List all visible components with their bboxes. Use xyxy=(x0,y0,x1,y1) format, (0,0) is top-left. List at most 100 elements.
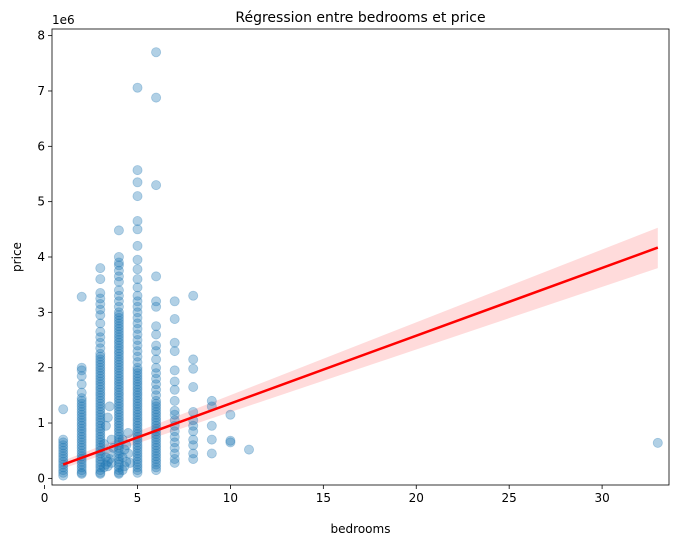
scatter-point xyxy=(113,406,124,417)
scatter-point xyxy=(132,351,143,362)
scatter-point xyxy=(95,390,106,401)
scatter-point xyxy=(151,384,162,395)
scatter-point xyxy=(113,426,124,437)
scatter-point xyxy=(76,440,87,451)
scatter-point xyxy=(151,321,162,332)
scatter-point xyxy=(113,445,124,456)
scatter-point xyxy=(151,431,162,442)
scatter-point xyxy=(132,296,143,307)
scatter-point xyxy=(132,165,143,176)
scatter-point xyxy=(95,459,106,470)
scatter-point xyxy=(169,395,180,406)
scatter-point xyxy=(95,420,106,431)
scatter-point xyxy=(95,412,106,423)
scatter-point xyxy=(169,448,180,459)
scatter-point xyxy=(151,329,162,340)
scatter-point xyxy=(113,354,124,365)
scatter-point xyxy=(188,453,199,464)
scatter-point xyxy=(132,323,143,334)
scatter-point xyxy=(113,395,124,406)
scatter-point xyxy=(106,434,117,445)
scatter-point xyxy=(113,337,124,348)
scatter-point xyxy=(151,415,162,426)
scatter-point xyxy=(95,274,106,285)
scatter-point xyxy=(76,412,87,423)
scatter-point xyxy=(113,387,124,398)
scatter-point xyxy=(113,318,124,329)
scatter-point xyxy=(151,373,162,384)
scatter-point xyxy=(117,452,128,463)
y-tick-label: 5 xyxy=(37,195,45,209)
scatter-point xyxy=(169,337,180,348)
scatter-point xyxy=(132,387,143,398)
scatter-point xyxy=(113,351,124,362)
scatter-point xyxy=(132,365,143,376)
scatter-point xyxy=(206,395,217,406)
scatter-point xyxy=(132,254,143,265)
confidence-band xyxy=(63,227,658,469)
scatter-point xyxy=(151,453,162,464)
scatter-point xyxy=(188,354,199,365)
scatter-point xyxy=(652,437,663,448)
scatter-point xyxy=(113,225,124,236)
y-tick-label: 4 xyxy=(37,250,45,264)
scatter-point xyxy=(169,313,180,324)
scatter-point xyxy=(206,434,217,445)
scatter-point xyxy=(95,304,106,315)
scatter-point xyxy=(132,395,143,406)
scatter-point xyxy=(113,321,124,332)
regression-line-layer xyxy=(62,246,659,466)
scatter-point xyxy=(151,379,162,390)
scatter-point xyxy=(113,301,124,312)
scatter-point xyxy=(95,467,106,478)
scatter-point xyxy=(113,373,124,384)
scatter-point xyxy=(76,395,87,406)
scatter-point xyxy=(102,456,113,467)
scatter-point xyxy=(169,431,180,442)
scatter-point xyxy=(151,395,162,406)
scatter-point xyxy=(132,390,143,401)
scatter-point xyxy=(151,354,162,365)
x-tick-label: 5 xyxy=(134,491,142,505)
scatter-point xyxy=(95,387,106,398)
x-tick-label: 20 xyxy=(409,491,424,505)
scatter-point xyxy=(169,405,180,416)
scatter-point xyxy=(106,457,117,468)
scatter-point xyxy=(113,326,124,337)
x-tick-label: 10 xyxy=(223,491,238,505)
scatter-point xyxy=(95,318,106,329)
y-tick-label: 7 xyxy=(37,84,45,98)
scatter-point xyxy=(151,368,162,379)
scatter-point xyxy=(113,451,124,462)
scatter-points-layer xyxy=(58,47,663,481)
scatter-point xyxy=(225,437,236,448)
scatter-point xyxy=(113,379,124,390)
scatter-point xyxy=(188,290,199,301)
scatter-point xyxy=(95,429,106,440)
scatter-point xyxy=(132,445,143,456)
scatter-point xyxy=(95,368,106,379)
scatter-point xyxy=(113,409,124,420)
scatter-point xyxy=(76,365,87,376)
scatter-point xyxy=(206,448,217,459)
scatter-point xyxy=(169,384,180,395)
scatter-point xyxy=(119,461,130,472)
scatter-point xyxy=(132,456,143,467)
scatter-point xyxy=(95,426,106,437)
scatter-point xyxy=(95,398,106,409)
scatter-point xyxy=(76,426,87,437)
scatter-point xyxy=(95,370,106,381)
scatter-point xyxy=(132,426,143,437)
scatter-point xyxy=(169,376,180,387)
scatter-point xyxy=(151,445,162,456)
scatter-point xyxy=(121,456,132,467)
scatter-point xyxy=(132,423,143,434)
scatter-point xyxy=(169,426,180,437)
scatter-point xyxy=(113,365,124,376)
scatter-point xyxy=(188,440,199,451)
scatter-point xyxy=(58,470,69,481)
scatter-point xyxy=(132,462,143,473)
scatter-point xyxy=(151,456,162,467)
scatter-point xyxy=(132,451,143,462)
